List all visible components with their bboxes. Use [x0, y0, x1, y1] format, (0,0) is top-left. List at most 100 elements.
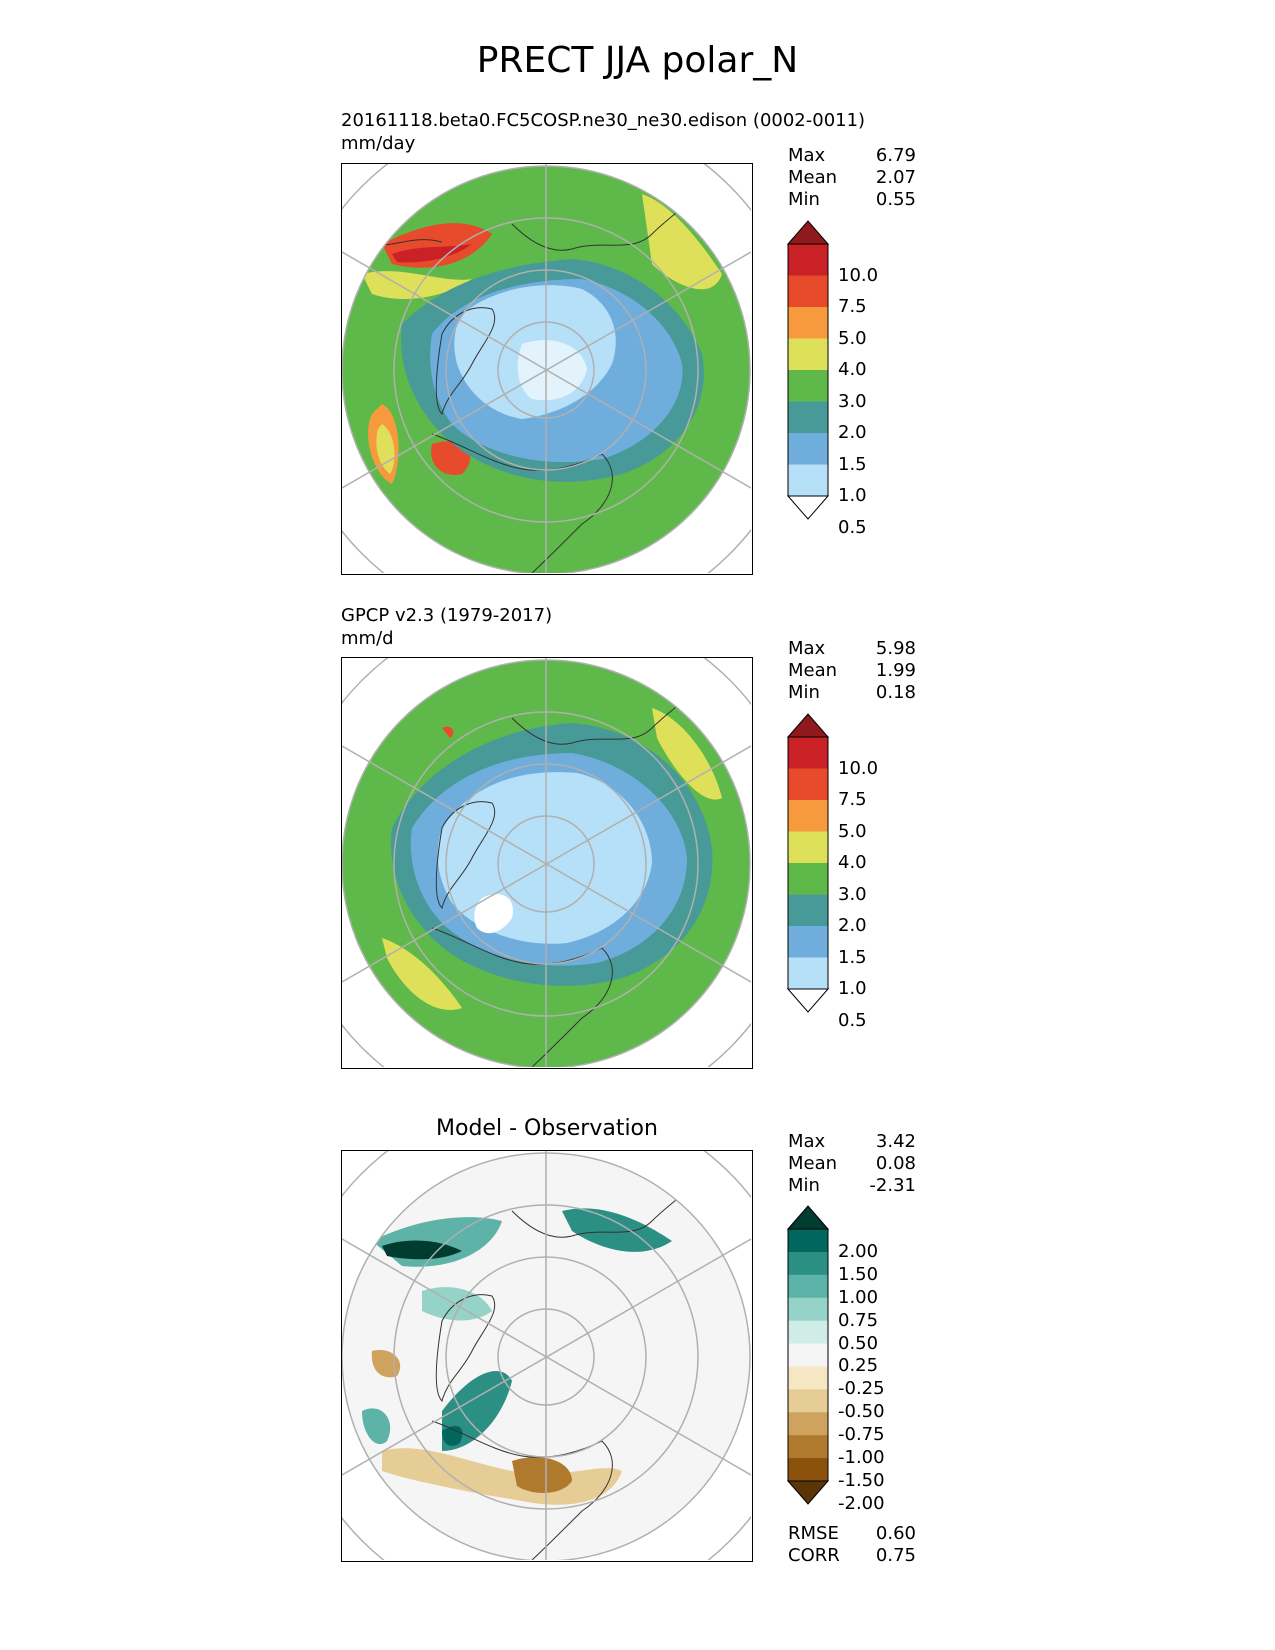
- panel3-field-brown: [512, 1457, 572, 1493]
- panel2-field-yellow-ne: [652, 708, 722, 800]
- panel3-colorbar-band: [788, 1389, 828, 1413]
- panel2-units: mm/d: [341, 628, 394, 649]
- panel1-field-very-high-precip: [392, 244, 472, 263]
- panel1-colorbar: [786, 220, 830, 520]
- panel3-stat-max: Max 3.42: [788, 1131, 916, 1152]
- panel2-stat-min: Min 0.18: [788, 682, 916, 703]
- panel1-colorbar-tick-label: 5.0: [838, 327, 867, 349]
- panel2-colorbar-band: [788, 894, 828, 927]
- panel3-colorbar-tick-label: -1.00: [838, 1447, 885, 1469]
- panel1-colorbar-svg: [786, 220, 830, 520]
- panel2-colorbar-band: [788, 768, 828, 801]
- panel3-colorbar-tick-label: -2.00: [838, 1492, 885, 1514]
- panel1-colorbar-outline: [787, 243, 829, 497]
- panel1-colorbar-tick-label: 2.0: [838, 422, 867, 443]
- panel1-units: mm/day: [341, 133, 416, 154]
- panel3-colorbar-band: [788, 1343, 828, 1367]
- panel2-colorbar-tick-label: 0.5: [838, 1009, 867, 1031]
- panel3-colorbar-tick-label: 0.75: [838, 1309, 879, 1331]
- panel1-map-svg: [342, 164, 751, 573]
- panel2-colorbar-extend-min: [786, 988, 830, 1013]
- panel2-coastline-2: [431, 927, 613, 1067]
- panel1-colorbar-band: [788, 275, 828, 308]
- panel3-colorbar-band: [788, 1458, 828, 1482]
- panel3-metric-corr: CORR 0.75: [788, 1545, 916, 1566]
- panel3-colorbar-band: [788, 1412, 828, 1436]
- panel3-field-brown-w: [371, 1350, 401, 1378]
- panel1-stat-max: Max 6.79: [788, 145, 916, 166]
- panel1-field-moderate-precip-2: [642, 194, 722, 290]
- panel3-colorbar-tick-label: 2.00: [838, 1240, 879, 1262]
- panel2-colorbar-labels: 10.0 7.5 5.0 4.0 3.0 2.0 1.5 1.0 0.5: [838, 713, 898, 1030]
- panel3-map: [341, 1150, 753, 1562]
- panel2-coastline-1: [435, 801, 496, 909]
- panel3-graticule: [342, 1151, 751, 1560]
- panel3-field-tan: [382, 1448, 622, 1505]
- panel3-colorbar-tick-label: 0.50: [838, 1332, 879, 1354]
- panel1-colorbar-labels: 10.0 7.5 5.0 4.0 3.0 2.0 1.5 1.0 0.5: [838, 220, 898, 537]
- panel3-colorbar-band: [788, 1229, 828, 1253]
- panel1-coastline-2: [431, 433, 613, 573]
- panel1-stat-mean: Mean 2.07: [788, 167, 916, 188]
- panel1-colorbar-tick-label: 1.5: [838, 453, 867, 475]
- panel2-colorbar-band: [788, 957, 828, 990]
- panel1-colorbar-extend-min: [786, 495, 830, 520]
- panel2-stat-mean: Mean 1.99: [788, 660, 916, 681]
- panel1-colorbar-tick-label: 3.0: [838, 390, 867, 412]
- panel3-colorbar-labels: 2.00 1.50 1.00 0.75 0.50 0.25 -0.25 -0.50 -0.75-…: [838, 1205, 908, 1513]
- panel3-colorbar-tick-label: 1.50: [838, 1263, 879, 1285]
- panel2-field-yellow-sw: [382, 938, 462, 1010]
- panel3-colorbar-outline: [787, 1228, 829, 1482]
- panel1-colorbar-extend-max: [786, 220, 830, 245]
- panel2-colorbar-band: [788, 737, 828, 769]
- panel1-colorbar-band: [788, 307, 828, 339]
- panel2-colorbar-tick-label: 1.0: [838, 978, 867, 999]
- panel2-stats: Max 5.98 Mean 1.99 Min 0.18: [788, 638, 916, 704]
- panel3-colorbar-band: [788, 1297, 828, 1322]
- panel2-colorbar-tick-label: 1.5: [838, 946, 867, 968]
- panel1-colorbar-tick-label: 7.5: [838, 296, 867, 317]
- panel3-colorbar-svg: [786, 1205, 830, 1505]
- panel1-coastline-1: [435, 307, 496, 415]
- panel3-colorbar-tick-label: -0.25: [838, 1378, 885, 1400]
- panel3-colorbar-extend-max: [786, 1205, 830, 1230]
- panel1-graticule: [342, 164, 751, 573]
- panel3-stats: Max 3.42 Mean 0.08 Min -2.31: [788, 1131, 916, 1197]
- panel1-field-white: [517, 340, 587, 401]
- panel2-colorbar-svg: [786, 713, 830, 1013]
- panel3-colorbar-tick-label: -0.75: [838, 1424, 885, 1446]
- panel1-colorbar-band: [788, 433, 828, 465]
- panel1-colorbar-band: [788, 370, 828, 402]
- panel3-stat-min: Min -2.31: [788, 1175, 916, 1196]
- panel2-map-svg: [342, 658, 751, 1067]
- panel3-map-svg: [342, 1151, 751, 1560]
- panel2-colorbar-tick-label: 4.0: [838, 852, 867, 873]
- panel1-colorbar-tick-label: 0.5: [838, 516, 867, 538]
- panel1-colorbar-tick-label: 10.0: [838, 264, 879, 286]
- panel2-colorbar-band: [788, 863, 828, 895]
- panel3-stat-mean: Mean 0.08: [788, 1153, 916, 1174]
- panel3-colorbar-tick-label: -0.50: [838, 1401, 885, 1423]
- panel3-colorbar-tick-label: -1.50: [838, 1470, 885, 1491]
- panel2-colorbar-band: [788, 831, 828, 864]
- panel1-stat-min: Min 0.55: [788, 189, 916, 210]
- panel2-colorbar-tick-label: 5.0: [838, 820, 867, 842]
- panel2-title: GPCP v2.3 (1979-2017): [341, 605, 553, 626]
- panel3-title: Model - Observation: [436, 1116, 658, 1141]
- panel2-colorbar-outline: [787, 736, 829, 990]
- panel3-colorbar-band: [788, 1366, 828, 1390]
- panel1-stats: Max 6.79 Mean 2.07 Min 0.55: [788, 145, 916, 211]
- panel3-coastline-1: [435, 1294, 496, 1402]
- panel1-title: 20161118.beta0.FC5COSP.ne30_ne30.edison …: [341, 110, 866, 131]
- figure-title: PRECT JJA polar_N: [476, 40, 799, 81]
- panel2-colorbar-band: [788, 926, 828, 958]
- panel3-metrics: RMSE 0.60 CORR 0.75: [788, 1523, 916, 1567]
- panel1-map: [341, 163, 753, 575]
- panel3-colorbar-tick-label: 1.00: [838, 1286, 879, 1308]
- panel3-field-teal-w: [362, 1408, 391, 1445]
- panel2-colorbar-tick-label: 3.0: [838, 883, 867, 905]
- panel1-colorbar-band: [788, 244, 828, 276]
- panel3-metric-rmse: RMSE 0.60: [788, 1523, 916, 1544]
- panel2-graticule: [342, 658, 751, 1067]
- panel2-colorbar-tick-label: 2.0: [838, 915, 867, 936]
